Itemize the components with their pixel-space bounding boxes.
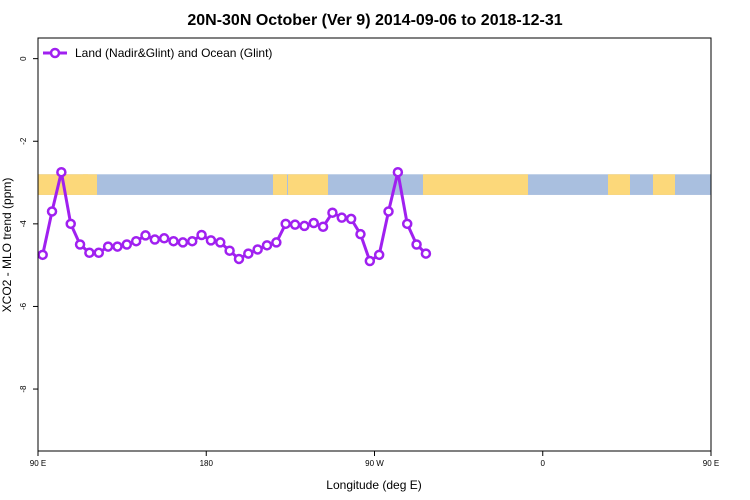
axes: 90 E 180 90 W 0 90 E 0 -2 -4 -6 -8: [19, 56, 719, 468]
y-tick-label: -2: [19, 137, 28, 145]
plot-frame: [37, 37, 712, 452]
map-band-land: [608, 174, 630, 195]
world-map-band: [38, 174, 711, 195]
y-axis-title: XCO2 - MLO trend (ppm): [0, 178, 14, 313]
y-tick-label: -8: [19, 385, 28, 393]
chart-title: 20N-30N October (Ver 9) 2014-09-06 to 20…: [187, 12, 562, 29]
data-point: [373, 249, 385, 261]
data-point: [364, 255, 376, 267]
series-layer: [37, 166, 432, 267]
map-band-ocean: [38, 174, 711, 195]
data-point: [65, 218, 76, 230]
data-point: [224, 245, 235, 256]
x-tick-label: 0: [541, 459, 546, 468]
data-point: [168, 235, 179, 247]
data-point: [102, 241, 114, 252]
y-tick-label: -6: [19, 302, 28, 310]
data-point: [121, 239, 133, 250]
data-point: [327, 207, 338, 218]
data-point: [158, 233, 170, 244]
data-point: [84, 247, 95, 259]
data-point: [112, 241, 123, 252]
x-tick-label: 90 E: [30, 459, 46, 468]
x-axis-title: Longitude (deg E): [326, 478, 421, 492]
data-point: [74, 239, 86, 250]
data-point: [177, 237, 189, 248]
data-point: [383, 206, 394, 217]
data-point: [37, 249, 48, 261]
map-band-land: [423, 174, 528, 195]
data-point: [130, 235, 142, 247]
data-point: [420, 248, 432, 259]
map-band-land: [653, 174, 675, 195]
data-point: [205, 235, 217, 246]
x-tick-label: 90 W: [365, 459, 384, 468]
data-point: [196, 229, 207, 241]
data-point: [336, 212, 348, 223]
data-point: [392, 166, 404, 178]
data-point: [93, 247, 105, 259]
data-point: [317, 221, 329, 232]
data-point: [186, 235, 198, 247]
y-tick-label: 0: [19, 56, 28, 61]
legend-marker: [49, 47, 61, 59]
data-point: [280, 218, 291, 230]
data-point: [271, 237, 282, 248]
map-band-land: [273, 174, 287, 195]
data-point: [261, 240, 273, 251]
data-point: [355, 228, 366, 240]
y-tick-label: -4: [19, 220, 28, 228]
data-point: [411, 239, 422, 250]
x-tick-label: 90 E: [703, 459, 719, 468]
data-point: [299, 220, 310, 232]
data-point: [345, 213, 357, 225]
map-band-land: [83, 174, 97, 195]
data-point: [140, 230, 151, 241]
data-point: [233, 253, 245, 265]
data-point: [252, 244, 263, 255]
data-point: [46, 206, 58, 217]
data-point: [308, 217, 319, 229]
data-point: [56, 166, 67, 178]
map-band-land: [288, 174, 328, 195]
data-point: [289, 219, 301, 230]
legend-entry-label: Land (Nadir&Glint) and Ocean (Glint): [75, 46, 272, 60]
data-point: [215, 237, 226, 248]
data-point: [243, 248, 254, 259]
data-point: [149, 234, 161, 245]
x-tick-label: 180: [200, 459, 214, 468]
legend: Land (Nadir&Glint) and Ocean (Glint): [43, 46, 272, 60]
data-point: [401, 218, 413, 230]
